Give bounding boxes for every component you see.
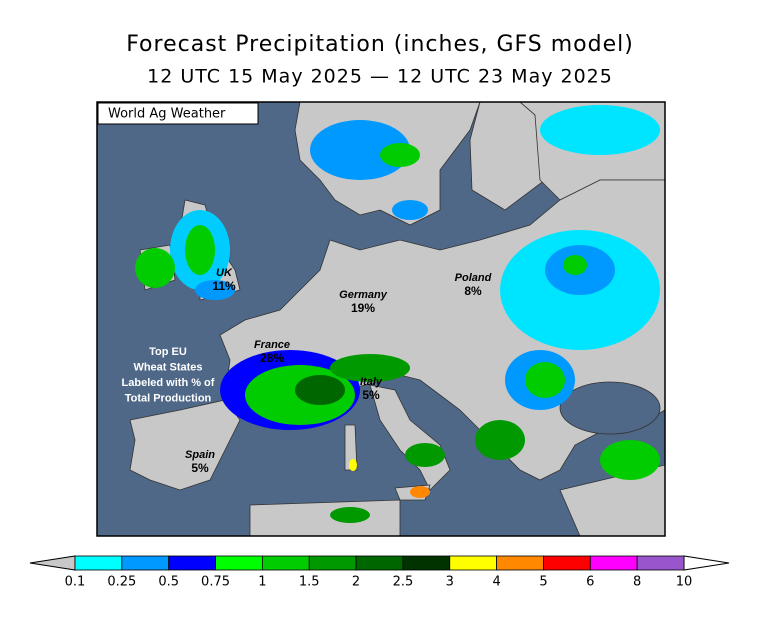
region-name: France xyxy=(254,339,290,351)
legend-tick-label: 0.5 xyxy=(158,575,179,590)
legend-box xyxy=(215,555,263,571)
legend-low xyxy=(29,555,76,571)
legend-box xyxy=(168,555,216,571)
note-line: Total Production xyxy=(125,392,212,404)
region-name: Spain xyxy=(185,449,215,461)
region-share: 8% xyxy=(464,284,482,298)
region-share: 19% xyxy=(351,301,375,315)
legend-box xyxy=(74,555,123,571)
legend-tick-label: 2.5 xyxy=(393,575,414,590)
precipitation xyxy=(135,105,660,523)
legend-tick-label: 6 xyxy=(586,575,594,590)
legend-box xyxy=(636,555,685,571)
legend-tick-label: 0.25 xyxy=(107,575,136,590)
legend-box xyxy=(589,555,638,571)
region-share: 5% xyxy=(362,388,380,402)
legend-tick-label: 2 xyxy=(352,575,360,590)
legend-high xyxy=(683,555,730,571)
note-line: Top EU xyxy=(149,346,187,358)
credit: World Ag Weather xyxy=(108,107,226,122)
legend-tick-label: 8 xyxy=(633,575,641,590)
region-name: Poland xyxy=(455,272,492,284)
legend-box xyxy=(261,555,310,571)
region-name: Italy xyxy=(360,376,383,388)
region-name: Germany xyxy=(339,289,388,301)
legend-box xyxy=(449,555,498,571)
legend-box xyxy=(121,555,170,571)
legend-tick-label: 10 xyxy=(676,575,693,590)
region-name: UK xyxy=(216,267,233,279)
title: Forecast Precipitation (inches, GFS mode… xyxy=(126,32,634,57)
legend-tick-label: 4 xyxy=(492,575,500,590)
legend-tick-label: 5 xyxy=(539,575,547,590)
legend-box xyxy=(355,555,404,571)
region-share: 28% xyxy=(260,351,284,365)
note-line: Labeled with % of xyxy=(122,377,215,389)
legend-box xyxy=(402,555,451,571)
legend-box xyxy=(308,555,357,571)
region-share: 5% xyxy=(191,461,209,475)
legend-box xyxy=(543,555,591,571)
note-line: Wheat States xyxy=(133,361,202,373)
region-share: 11% xyxy=(212,279,236,293)
legend-tick-label: 1.5 xyxy=(299,575,320,590)
subtitle: 12 UTC 15 May 2025 — 12 UTC 23 May 2025 xyxy=(147,66,613,88)
legend-tick-label: 3 xyxy=(446,575,454,590)
legend-tick-label: 1 xyxy=(258,575,266,590)
legend-tick-label: 0.75 xyxy=(201,575,230,590)
map: World Ag Weather xyxy=(97,102,665,536)
legend-tick-label: 0.1 xyxy=(65,575,86,590)
legend-box xyxy=(496,555,544,571)
